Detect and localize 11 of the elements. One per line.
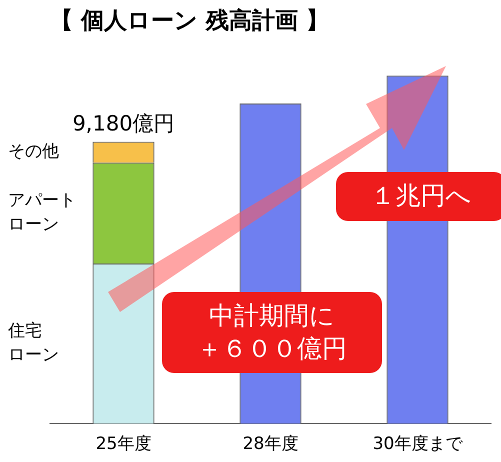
text: 住宅ローン xyxy=(7,320,59,365)
x-tick-label: 28年度 xyxy=(242,434,298,454)
series-label: アパートローン xyxy=(8,190,76,234)
text: その他 xyxy=(8,142,59,162)
annotation: 9,180億円 xyxy=(72,112,175,136)
chart-title: 【 個人ローン 残高計画 】 xyxy=(50,6,330,34)
x-tick-label: 25年度 xyxy=(96,434,152,454)
annotation: ＋６００億円 xyxy=(196,332,348,364)
x-tick-label: 30年度まで xyxy=(372,434,464,454)
annotation: １兆円へ xyxy=(370,180,472,212)
annotation: 中計期間に xyxy=(208,300,336,332)
